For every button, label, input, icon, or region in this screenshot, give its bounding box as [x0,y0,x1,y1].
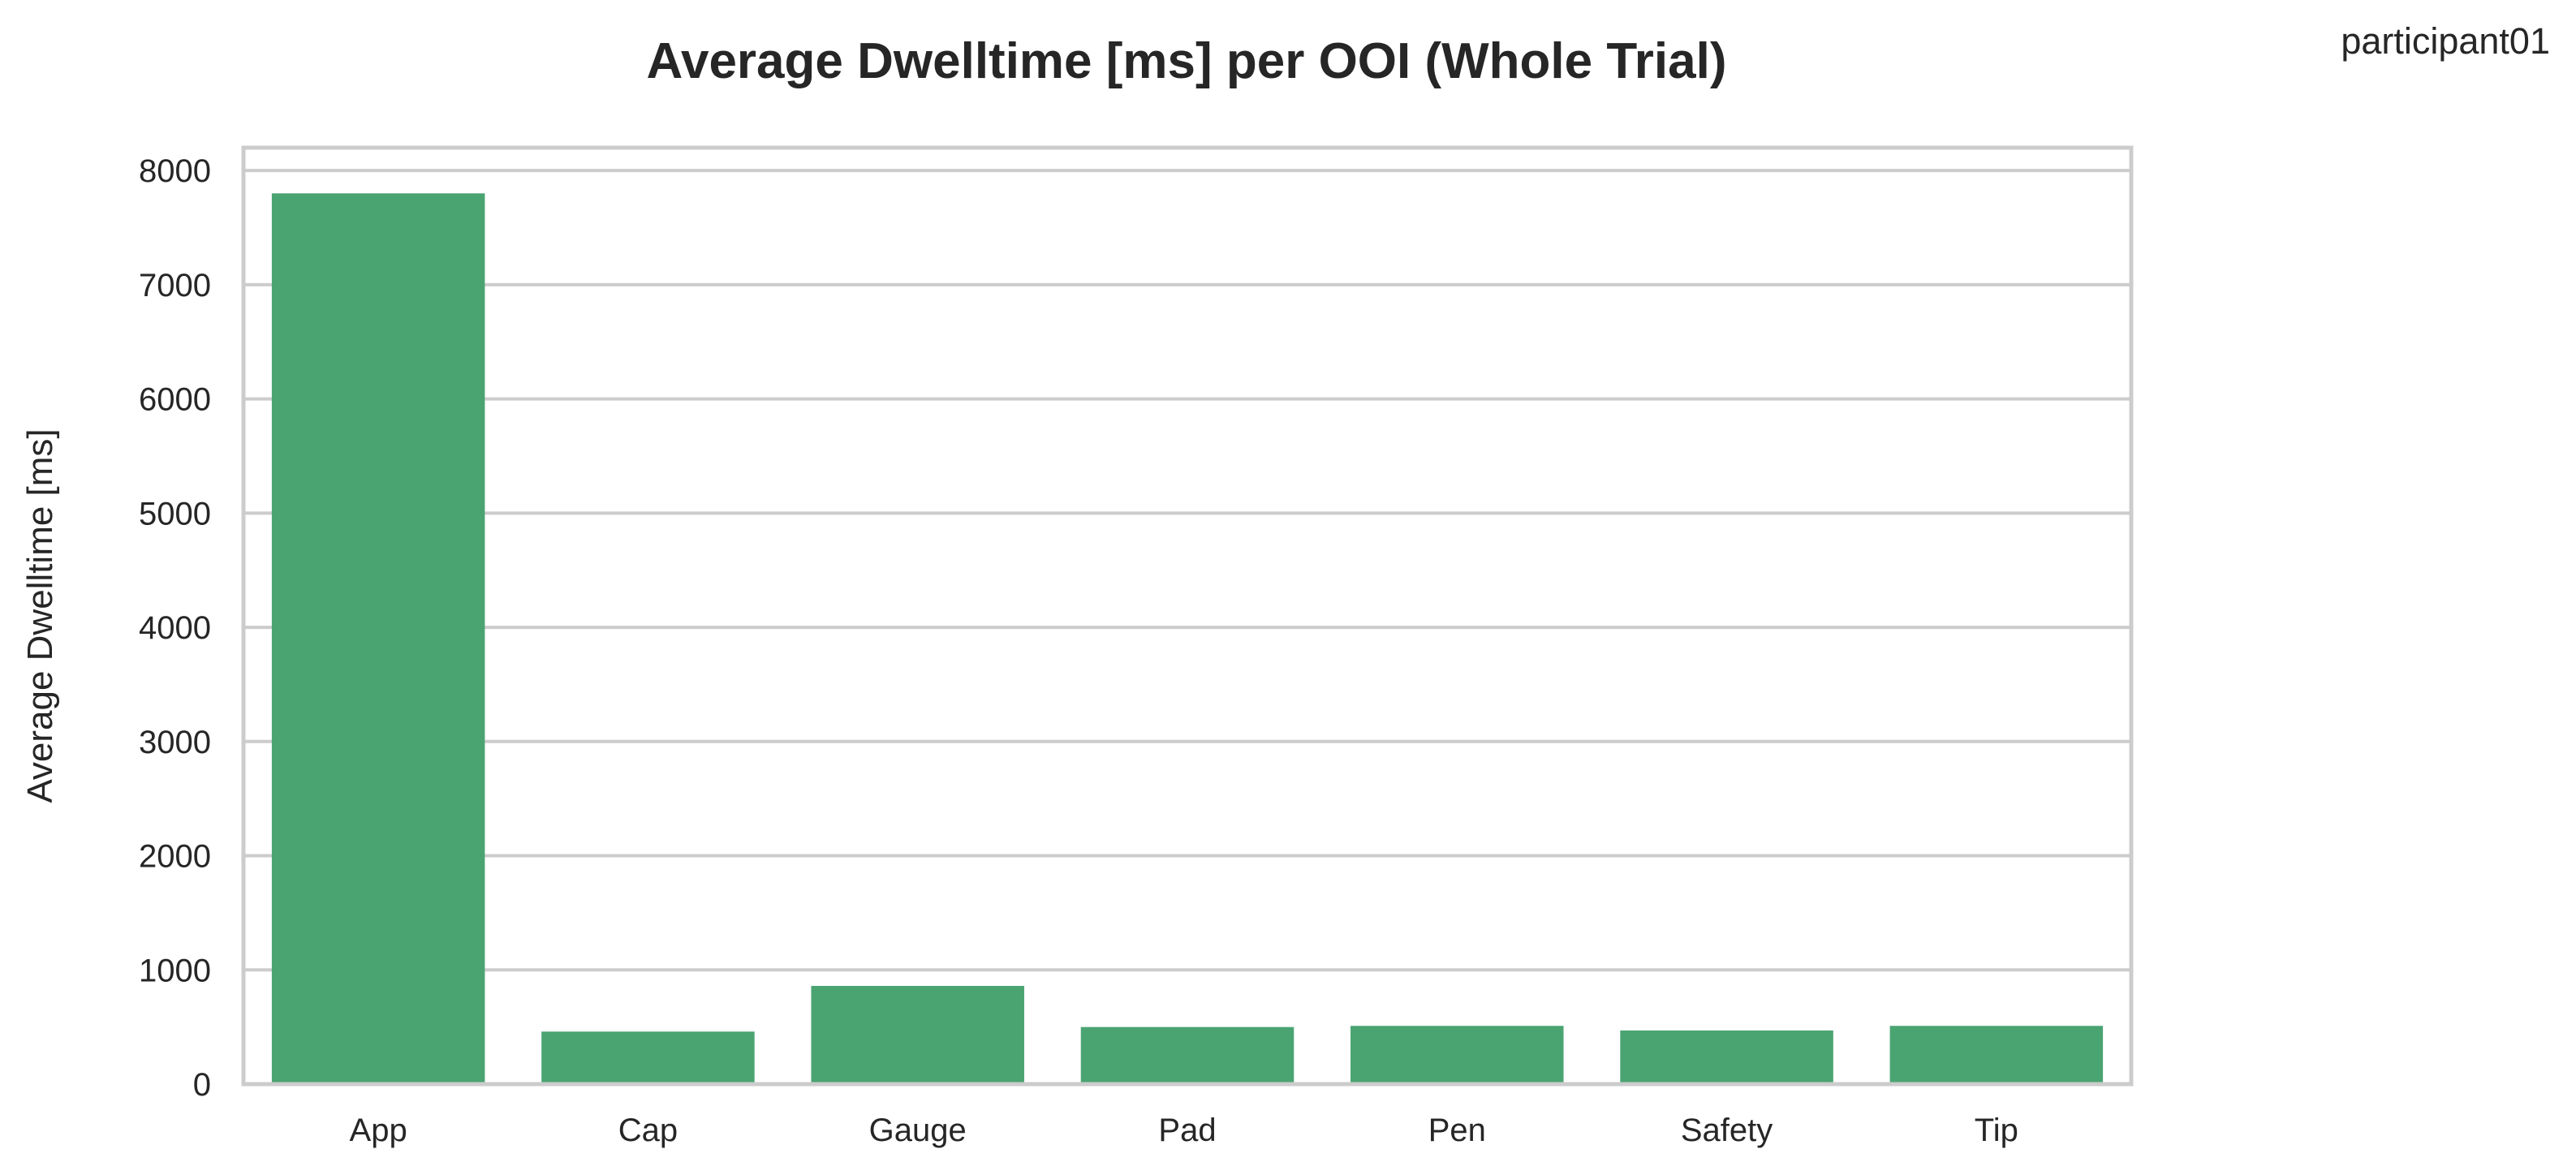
y-tick-label: 6000 [139,382,211,418]
x-tick-label: Pad [1158,1113,1216,1148]
x-tick-label: Pen [1428,1113,1486,1148]
y-tick-label: 0 [193,1067,211,1103]
y-tick-label: 2000 [139,839,211,875]
participant-label: participant01 [2341,20,2550,62]
x-tick-label: App [350,1113,407,1148]
x-tick-label: Cap [618,1113,678,1148]
bar-cap [541,1031,755,1084]
y-tick-labels: 0 1000 2000 3000 4000 5000 6000 7000 8000 [139,153,211,1103]
bar-gauge [811,985,1024,1084]
gridlines [243,169,2131,1086]
y-tick-label: 3000 [139,725,211,760]
x-tick-label: Gauge [869,1113,967,1148]
chart-title: Average Dwelltime [ms] per OOI (Whole Tr… [646,33,1726,89]
y-axis-label: Average Dwelltime [ms] [20,428,60,803]
y-tick-label: 7000 [139,268,211,303]
plot-border [241,145,2134,1087]
bar-safety [1620,1030,1833,1084]
y-tick-label: 8000 [139,153,211,189]
y-tick-label: 5000 [139,496,211,532]
x-tick-label: Tip [1975,1113,2018,1148]
bar-tip [1889,1026,2104,1084]
x-tick-labels: App Cap Gauge Pad Pen Safety Tip [350,1113,2018,1148]
plot-frame [241,145,2134,1087]
bar-pen [1350,1026,1564,1084]
y-tick-label: 4000 [139,610,211,646]
x-tick-label: Safety [1681,1113,1773,1148]
bar-app [271,193,485,1084]
bars [271,193,2104,1084]
bar-pad [1080,1027,1294,1084]
y-tick-label: 1000 [139,953,211,988]
